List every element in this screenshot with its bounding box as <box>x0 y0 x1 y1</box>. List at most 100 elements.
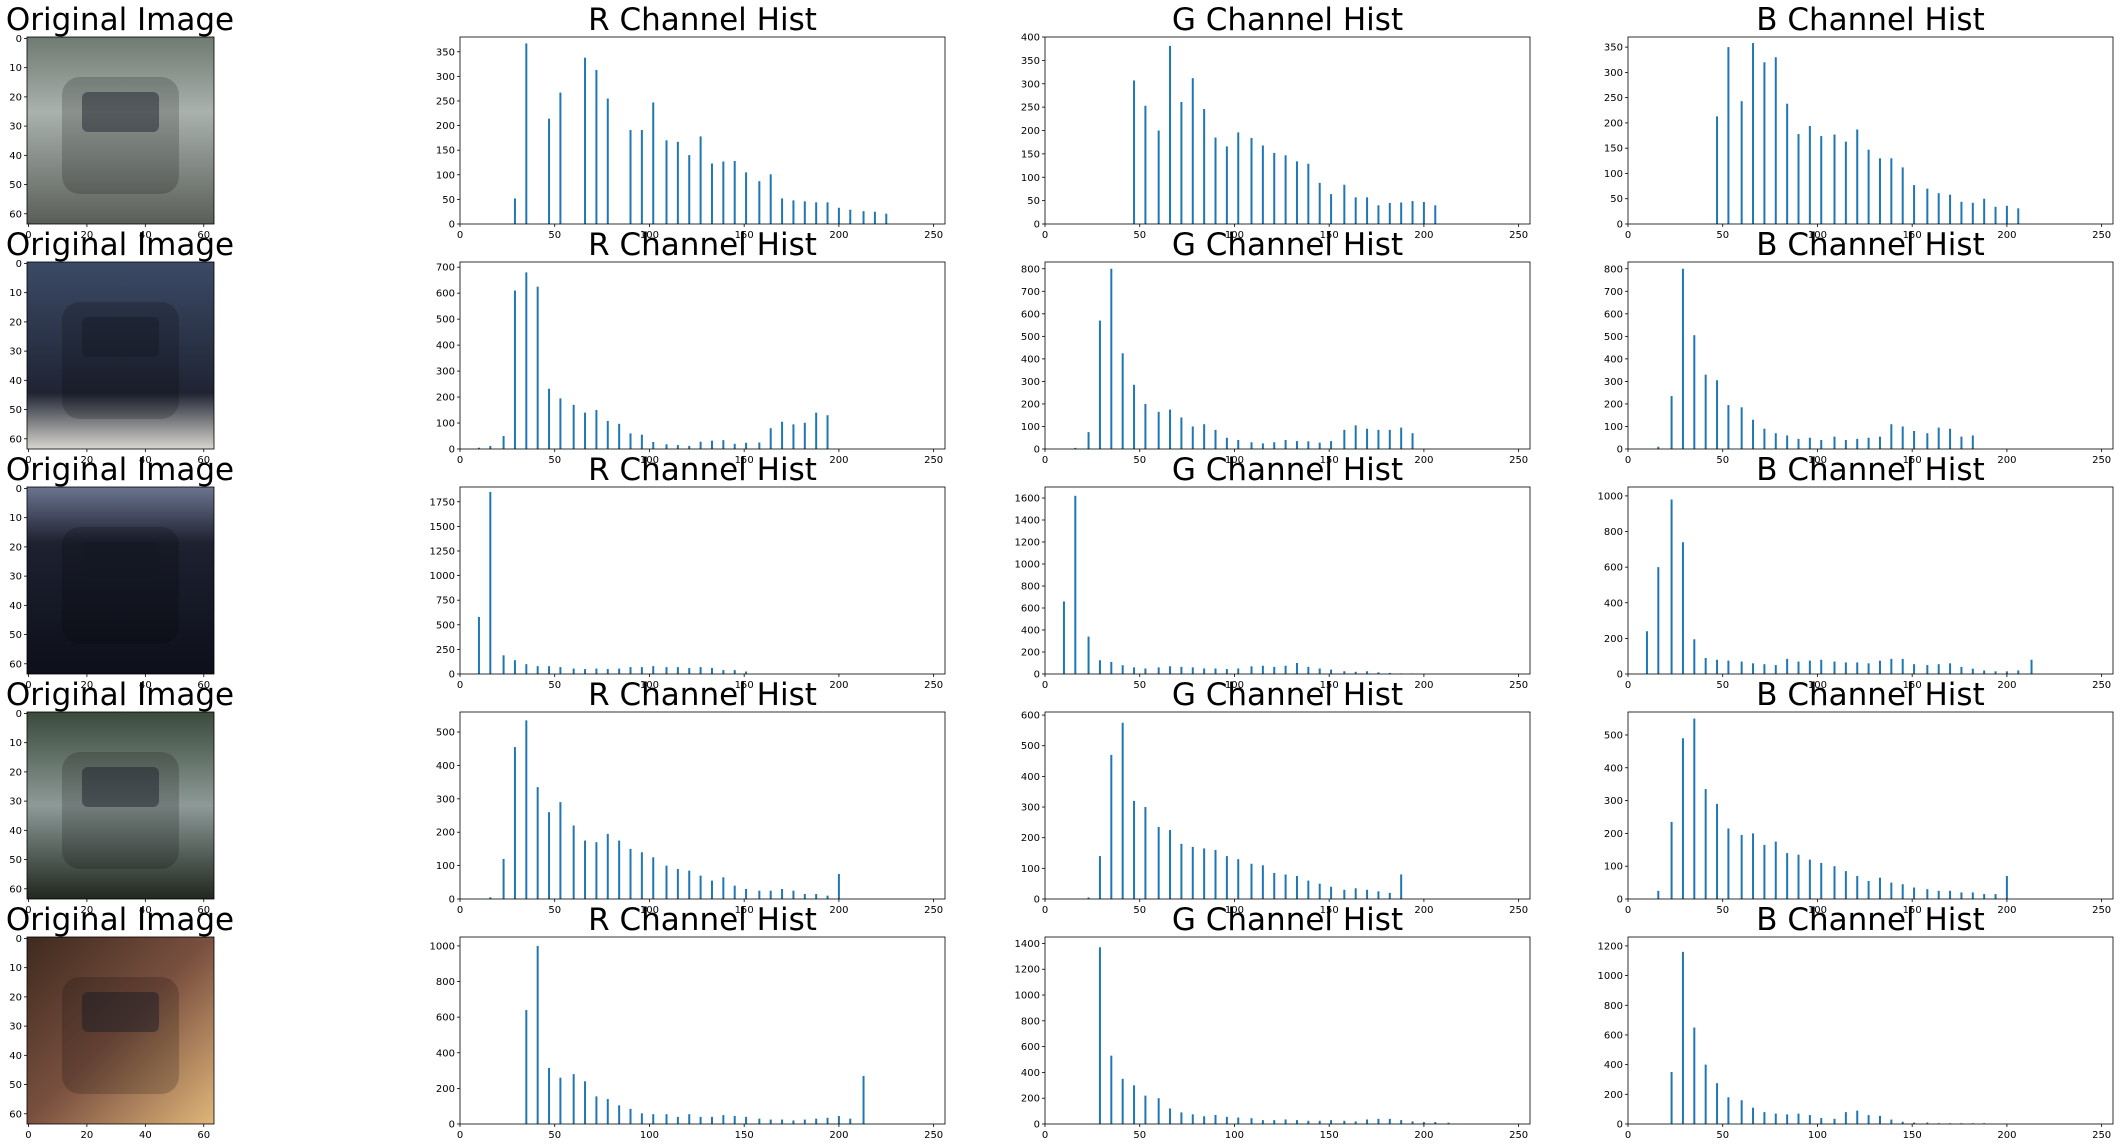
histogram-bar <box>1971 892 1974 899</box>
image-xtick-label: 20 <box>81 905 94 916</box>
histogram-bar <box>722 1115 725 1124</box>
histogram-ytick-label: 800 <box>1604 527 1623 538</box>
histogram-xtick-label: 200 <box>1997 230 2016 241</box>
histogram-bar <box>1133 1085 1136 1124</box>
histogram-bar <box>1330 194 1333 224</box>
histogram-ytick-label: 150 <box>436 146 455 157</box>
histogram-bar <box>1901 167 1904 224</box>
histogram-bar <box>1411 433 1414 449</box>
image-xtick-label: 40 <box>139 680 152 691</box>
histogram-xtick-label: 150 <box>1320 1130 1339 1141</box>
histogram-bar <box>849 1118 852 1124</box>
histogram-bar <box>1844 871 1847 899</box>
histogram-bar <box>525 1010 528 1124</box>
histogram-bar <box>1237 439 1240 449</box>
histogram-bar <box>1237 859 1240 899</box>
histogram-bar <box>1763 428 1766 449</box>
histogram-bar <box>652 666 655 674</box>
histogram-bar <box>1422 1122 1425 1124</box>
histogram-bar <box>699 1116 702 1124</box>
histogram-axes-frame <box>1627 486 2114 675</box>
histogram-bar <box>1169 830 1172 899</box>
histogram-bar <box>1098 660 1101 674</box>
histogram-bar <box>1820 659 1823 674</box>
histogram-bar <box>2005 876 2008 899</box>
histogram-bar <box>1110 661 1113 674</box>
histogram-bar <box>1273 152 1276 224</box>
histogram-bar <box>1670 821 1673 899</box>
car-body-shape <box>62 752 179 869</box>
histogram-ytick-label: 0 <box>449 670 455 681</box>
histogram-bar <box>722 877 725 899</box>
histogram-bar <box>595 668 598 674</box>
histogram-xtick-label: 100 <box>1808 905 1827 916</box>
histogram-xtick-label: 0 <box>457 230 463 241</box>
histogram-bar <box>1752 43 1755 224</box>
histogram-title: R Channel Hist <box>588 2 817 38</box>
histogram-bar <box>1377 205 1380 224</box>
histogram-axes-frame <box>1044 711 1531 900</box>
histogram-bar <box>688 668 691 674</box>
histogram-bar <box>502 436 505 449</box>
histogram-bar <box>1354 425 1357 449</box>
histogram-bar <box>1377 1118 1380 1124</box>
histogram-bar <box>665 444 668 449</box>
histogram-bar <box>826 895 829 899</box>
histogram-xtick-label: 200 <box>1997 680 2016 691</box>
histogram-bar <box>1681 951 1684 1124</box>
image-axes-frame <box>26 711 215 900</box>
histogram-axes-frame <box>459 711 946 900</box>
histogram-bar <box>1098 947 1101 1124</box>
image-xtick-label: 40 <box>139 230 152 241</box>
histogram-bar <box>792 890 795 899</box>
histogram-bar <box>1971 668 1974 674</box>
image-xtick-label: 40 <box>139 455 152 466</box>
histogram-bar <box>676 1116 679 1124</box>
histogram-ytick-label: 1500 <box>430 522 455 533</box>
histogram-bar <box>803 422 806 449</box>
image-xtick-label: 60 <box>197 1130 210 1141</box>
histogram-bar <box>803 1119 806 1124</box>
histogram-bar <box>1657 567 1660 674</box>
histogram-bar <box>1121 353 1124 449</box>
histogram-xtick-label: 250 <box>1509 455 1528 466</box>
histogram-bar <box>1716 116 1719 224</box>
histogram-bar <box>513 660 516 674</box>
histogram-bar <box>1133 80 1136 224</box>
histogram-bar <box>1191 426 1194 449</box>
histogram-bar <box>1786 1114 1789 1124</box>
histogram-ytick-label: 600 <box>1021 604 1040 615</box>
histogram-ytick-label: 400 <box>1021 33 1040 44</box>
histogram-bar <box>1704 789 1707 899</box>
histogram-xtick-label: 100 <box>1808 1130 1827 1141</box>
histogram-ytick-label: 200 <box>1021 648 1040 659</box>
histogram-bar <box>1388 672 1391 674</box>
histogram-bar <box>1657 890 1660 899</box>
histogram-ytick-label: 0 <box>449 895 455 906</box>
histogram-bar <box>1808 660 1811 674</box>
histogram-bar <box>676 141 679 224</box>
histogram-bar <box>1330 669 1333 674</box>
histogram-ytick-label: 800 <box>1021 264 1040 275</box>
histogram-bar <box>1295 663 1298 674</box>
histogram-bar <box>1704 1064 1707 1124</box>
image-ytick-label: 20 <box>9 317 22 328</box>
histogram-ytick-label: 500 <box>1604 730 1623 741</box>
image-xtick-label: 60 <box>197 905 210 916</box>
histogram-bar <box>758 442 761 449</box>
histogram-bar <box>688 1114 691 1124</box>
histogram-bar <box>745 1116 748 1124</box>
histogram-axes-frame <box>1627 711 2114 900</box>
histogram-bar <box>710 668 713 674</box>
histogram-title: R Channel Hist <box>588 227 817 263</box>
histogram-bar <box>1169 666 1172 674</box>
image-ytick-label: 10 <box>9 963 22 974</box>
histogram-axes-frame <box>459 936 946 1125</box>
image-ytick-label: 0 <box>16 934 22 945</box>
histogram-ytick-label: 100 <box>436 170 455 181</box>
histogram-bar <box>1133 800 1136 899</box>
histogram-title: G Channel Hist <box>1172 677 1403 713</box>
histogram-bar <box>2017 670 2020 674</box>
histogram-bar <box>1400 427 1403 449</box>
